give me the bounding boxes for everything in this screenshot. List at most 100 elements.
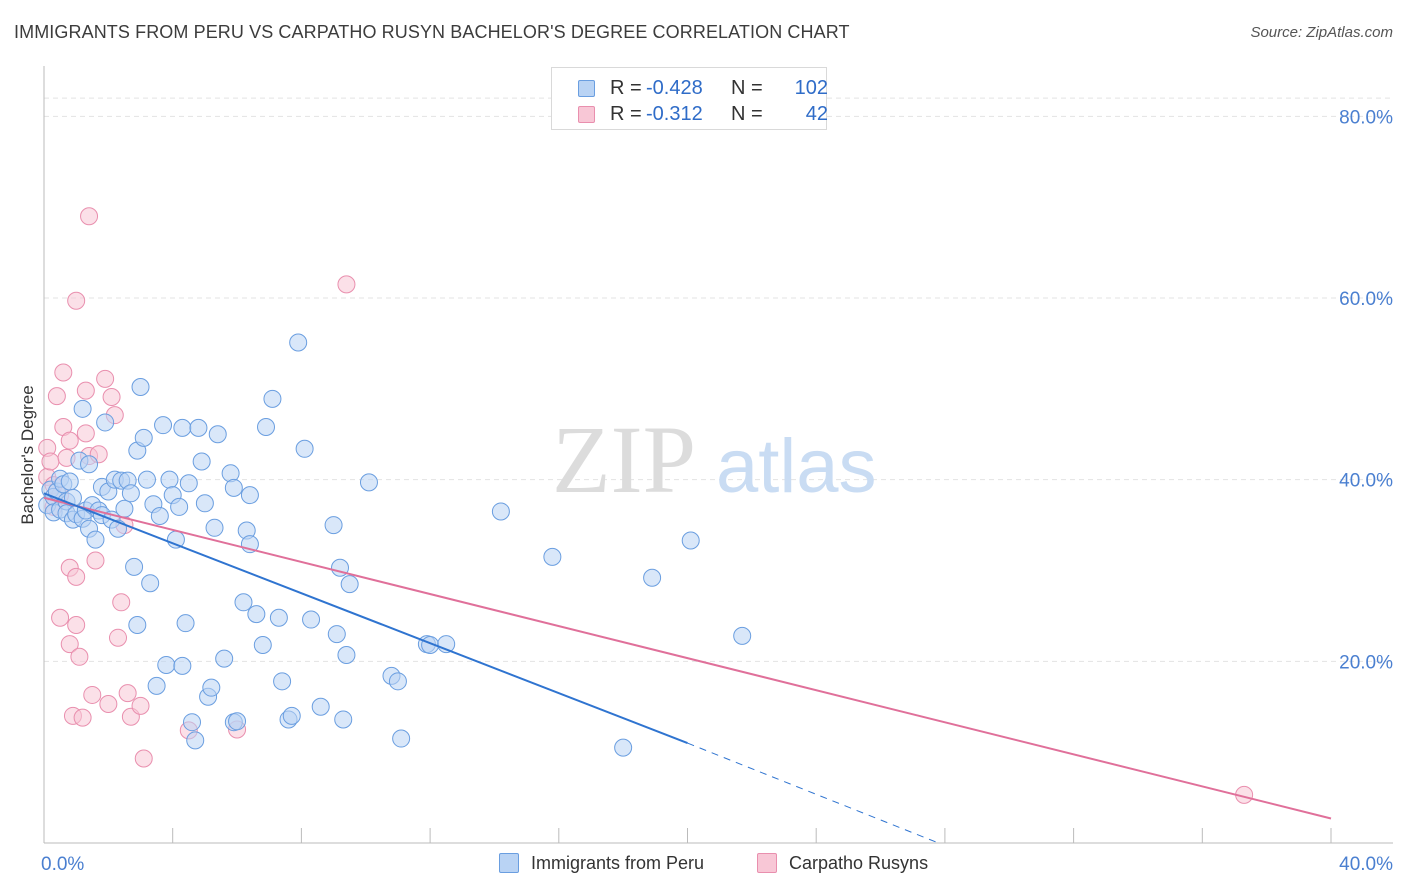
- peru-point: [195, 494, 214, 513]
- bottom-legend-swatch-blue: [499, 853, 519, 873]
- peru-point: [170, 497, 189, 516]
- peru-point: [269, 608, 288, 627]
- peru-point: [334, 710, 353, 729]
- peru-point: [208, 425, 227, 444]
- x-tick-label: 40.0%: [1339, 854, 1393, 875]
- peru-point: [173, 418, 192, 437]
- rusyn-point: [76, 424, 95, 443]
- legend-r-value: -0.428: [646, 77, 703, 99]
- watermark-zip: ZIP: [552, 406, 696, 513]
- rusyn-point: [102, 388, 121, 407]
- peru-point: [160, 470, 179, 489]
- peru-point: [221, 464, 240, 483]
- peru-point: [134, 428, 153, 447]
- trend-lines: [43, 492, 1332, 844]
- x-tick-label: 0.0%: [41, 854, 84, 875]
- rusyn-point: [41, 452, 60, 471]
- peru-point: [141, 574, 160, 593]
- peru-point: [86, 530, 105, 549]
- rusyn-point: [73, 708, 92, 727]
- peru-point: [240, 486, 259, 505]
- rusyn-point: [80, 207, 99, 226]
- peru-point: [189, 418, 208, 437]
- legend-swatch-blue: [578, 80, 595, 97]
- rusyn-point: [83, 685, 102, 704]
- watermark-atlas: atlas: [716, 424, 877, 509]
- peru-trend-extension: [687, 742, 939, 844]
- peru-point: [337, 645, 356, 664]
- peru-point: [681, 531, 700, 550]
- y-tick-label: 20.0%: [1339, 652, 1393, 673]
- peru-point: [73, 399, 92, 418]
- rusyn-point: [54, 363, 73, 382]
- peru-point: [215, 649, 234, 668]
- peru-point: [359, 473, 378, 492]
- series-immigrants-from-peru-points: [38, 333, 752, 757]
- peru-point: [60, 472, 79, 491]
- peru-point: [234, 593, 253, 612]
- peru-point: [614, 738, 633, 757]
- peru-point: [295, 439, 314, 458]
- rusyn-point: [112, 593, 131, 612]
- peru-trend-line: [43, 492, 688, 745]
- rusyn-point: [99, 695, 118, 714]
- rusyn-point: [67, 291, 86, 310]
- legend-n-label: N =: [731, 103, 763, 125]
- rusyn-point: [86, 551, 105, 570]
- correlation-legend: R = -0.428 N = 102 R = -0.312 N = 42: [551, 67, 828, 130]
- peru-point: [392, 729, 411, 748]
- rusyn-trend-line: [43, 496, 1332, 820]
- y-axis-label: Bachelor's Degree: [18, 385, 37, 524]
- series-carpatho-rusyns-points: [38, 207, 1254, 804]
- rusyn-point: [60, 635, 79, 654]
- peru-point: [491, 502, 510, 521]
- rusyn-point: [131, 696, 150, 715]
- legend-r-value: -0.312: [646, 103, 703, 125]
- peru-point: [388, 672, 407, 691]
- peru-point: [324, 516, 343, 535]
- y-tick-label: 80.0%: [1339, 107, 1393, 128]
- peru-point: [125, 557, 144, 576]
- peru-point: [733, 626, 752, 645]
- legend-n-label: N =: [731, 77, 763, 99]
- peru-point: [257, 417, 276, 436]
- peru-point: [327, 625, 346, 644]
- rusyn-point: [134, 749, 153, 768]
- peru-point: [186, 731, 205, 750]
- peru-point: [302, 610, 321, 629]
- peru-point: [154, 416, 173, 435]
- peru-point: [311, 697, 330, 716]
- legend-r-label: R =: [610, 103, 642, 125]
- rusyn-point: [67, 616, 86, 634]
- peru-point: [643, 568, 662, 587]
- peru-point: [263, 389, 282, 408]
- legend-swatch-pink: [578, 106, 595, 123]
- peru-point: [289, 333, 308, 352]
- peru-point: [205, 518, 224, 537]
- rusyn-point: [51, 608, 70, 627]
- grid-layer: [44, 97, 1393, 662]
- peru-point: [128, 616, 147, 634]
- peru-point: [80, 455, 99, 474]
- peru-point: [157, 655, 176, 674]
- peru-point: [147, 676, 166, 695]
- peru-point: [202, 678, 221, 697]
- bottom-legend-swatch-pink: [757, 853, 777, 873]
- rusyn-point: [96, 369, 115, 388]
- rusyn-point: [118, 684, 137, 703]
- peru-point: [543, 547, 562, 566]
- peru-point: [253, 635, 272, 654]
- peru-point: [115, 499, 134, 518]
- peru-point: [173, 656, 192, 675]
- chart-title: IMMIGRANTS FROM PERU VS CARPATHO RUSYN B…: [14, 22, 850, 42]
- peru-point: [273, 672, 292, 691]
- axis-labels: 20.0% 40.0% 60.0% 80.0% 0.0% 40.0% Bachelor's …: [18, 107, 1393, 875]
- rusyn-point: [337, 275, 356, 294]
- y-tick-label: 40.0%: [1339, 471, 1393, 492]
- peru-point: [192, 452, 211, 471]
- peru-point: [228, 712, 247, 731]
- bottom-legend-label: Immigrants from Peru: [531, 853, 705, 873]
- peru-point: [150, 507, 169, 525]
- source-credit: Source: ZipAtlas.com: [1250, 24, 1393, 41]
